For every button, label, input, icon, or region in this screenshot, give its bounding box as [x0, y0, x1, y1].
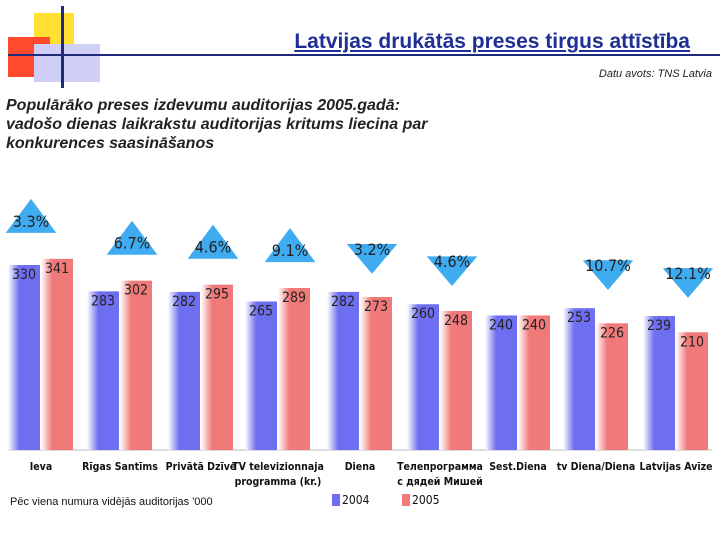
bar-value-label: 289: [282, 290, 306, 306]
bar-value-label: 341: [45, 261, 69, 277]
bar-value-label: 248: [444, 313, 468, 329]
category-label: Privātā Dzīve: [166, 461, 237, 473]
bar-value-label: 253: [567, 310, 591, 326]
category-label: Rīgas Santīms: [82, 461, 158, 473]
decor-lilac-square: [34, 44, 100, 82]
data-source: Datu avots: TNS Latvia: [598, 68, 712, 80]
change-badge-up: [5, 198, 57, 233]
slide-subtitle: Populārāko preses izdevumu auditorijas 2…: [6, 96, 526, 153]
change-percent-label: 6.7%: [114, 234, 151, 253]
bar-value-label: 283: [91, 293, 115, 309]
category-label: с дядей Мишей: [397, 476, 483, 488]
bar-value-label: 302: [124, 283, 148, 299]
bar-value-label: 273: [364, 299, 388, 315]
bar-value-label: 330: [12, 267, 36, 283]
change-percent-label: 3.3%: [13, 212, 50, 231]
bar-2004: [485, 315, 517, 450]
change-badge-down: [662, 268, 714, 298]
category-label: Latvijas Avīze: [639, 461, 712, 473]
legend-swatch-2005: [402, 494, 410, 506]
bar-2004: [87, 291, 119, 450]
category-label: Sest.Diena: [489, 461, 547, 473]
bar-2005: [676, 332, 708, 450]
bar-value-label: 295: [205, 287, 229, 303]
category-label: tv Diena/Diena: [557, 461, 636, 473]
bar-2004: [168, 291, 200, 450]
bar-value-label: 239: [647, 318, 671, 334]
subtitle-line: Populārāko preses izdevumu auditorijas 2…: [6, 97, 400, 114]
bar-2005: [201, 284, 233, 450]
bar-2005: [120, 280, 152, 450]
category-label: Ieva: [30, 461, 52, 473]
subtitle-line: konkurences saasināšanos: [6, 135, 215, 152]
change-percent-label: 9.1%: [272, 241, 309, 260]
bar-value-label: 282: [331, 294, 355, 310]
bar-2004: [407, 304, 439, 450]
bar-value-label: 240: [522, 317, 546, 333]
bar-value-label: 240: [489, 317, 513, 333]
change-badge-up: [187, 224, 239, 259]
bar-2005: [518, 315, 550, 450]
bar-value-label: 265: [249, 303, 273, 319]
bar-2004: [8, 265, 40, 450]
legend-swatch-2004: [332, 494, 340, 506]
subtitle-line: vadošo dienas laikrakstu auditorijas kri…: [6, 116, 428, 133]
category-label: Телепрограмма: [397, 461, 483, 473]
change-badge-up: [264, 227, 316, 263]
category-label: programma (kr.): [235, 476, 322, 488]
axis-footnote: Pēc viena numura vidējās auditorijas '00…: [10, 496, 213, 508]
change-percent-label: 3.2%: [354, 240, 391, 259]
decor-horizontal-line: [8, 54, 720, 56]
bar-2004: [643, 316, 675, 450]
bar-value-label: 282: [172, 294, 196, 310]
legend-label-2005: 2005: [412, 493, 440, 507]
category-label: TV televizionnaja: [232, 461, 324, 473]
change-badge-down: [426, 256, 478, 287]
bar-2005: [41, 258, 73, 450]
change-percent-label: 4.6%: [434, 252, 471, 271]
bar-2005: [596, 323, 628, 450]
category-label: Diena: [345, 461, 376, 473]
legend-label-2004: 2004: [342, 493, 370, 507]
change-percent-label: 4.6%: [195, 238, 232, 257]
bar-value-label: 260: [411, 306, 435, 322]
bar-2005: [278, 287, 310, 450]
decor-vertical-line: [61, 6, 64, 88]
change-badge-down: [582, 260, 634, 290]
slide-title: Latvijas drukātās preses tirgus attīstīb…: [294, 30, 690, 53]
change-badge-up: [106, 220, 158, 255]
bar-2005: [360, 296, 392, 450]
bar-value-label: 226: [600, 325, 624, 341]
bar-value-label: 210: [680, 334, 704, 350]
bar-2005: [440, 310, 472, 450]
bar-2004: [245, 301, 277, 450]
bar-2004: [563, 308, 595, 450]
bar-2004: [327, 291, 359, 450]
change-badge-down: [346, 244, 398, 274]
change-percent-label: 10.7%: [585, 256, 631, 275]
change-percent-label: 12.1%: [665, 264, 711, 283]
